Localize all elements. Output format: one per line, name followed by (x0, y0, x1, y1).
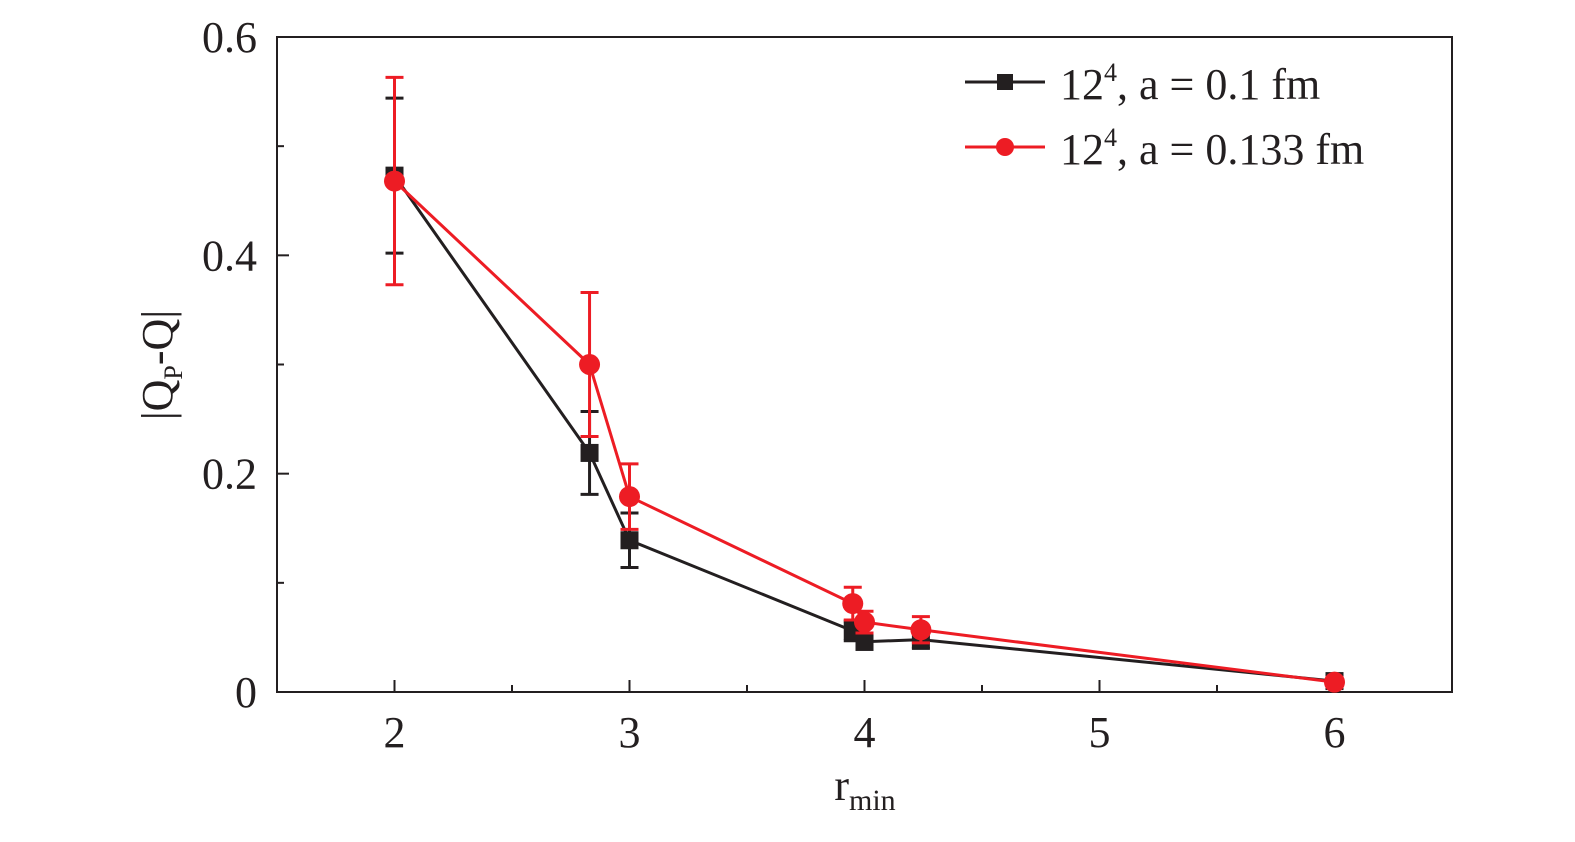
data-point (619, 486, 640, 508)
y-axis-label: |QP-Q| (133, 310, 188, 420)
legend-marker (996, 138, 1014, 156)
data-point (910, 619, 932, 641)
data-point (620, 531, 639, 550)
legend-label-sup: 4 (1104, 123, 1117, 152)
x-axis-label: rmin (834, 761, 895, 817)
legend-label-rest: , a = 0.1 fm (1117, 60, 1320, 109)
legend-label: 124, a = 0.1 fm (1060, 58, 1320, 109)
x-tick-label: 3 (619, 708, 641, 757)
data-point (1324, 671, 1345, 693)
series-layer (384, 75, 1345, 693)
legend-label-base: 12 (1060, 125, 1104, 174)
x-tick-label: 5 (1089, 708, 1111, 757)
legend-label: 124, a = 0.133 fm (1060, 123, 1364, 174)
legend-label-rest: , a = 0.133 fm (1117, 125, 1364, 174)
legend-label-base: 12 (1060, 60, 1104, 109)
series-2 (384, 75, 1345, 693)
data-point (842, 593, 864, 615)
axis-ticks: 2 3 4 5 6 0 0.2 0.4 0.6 (202, 13, 1453, 757)
data-point (579, 354, 601, 375)
data-point (580, 443, 599, 462)
x-tick-label: 4 (854, 708, 876, 757)
data-point (855, 632, 874, 651)
series-1 (385, 96, 1344, 691)
series-line (393, 174, 1335, 683)
data-point (384, 170, 405, 192)
x-tick-label: 6 (1324, 708, 1346, 757)
y-tick-label: 0.4 (202, 231, 257, 280)
x-tick-label: 2 (384, 708, 406, 757)
series-line (393, 180, 1335, 684)
legend-label-sup: 4 (1104, 58, 1117, 87)
y-tick-label: 0.2 (202, 450, 257, 499)
legend-marker (997, 74, 1013, 90)
y-tick-label: 0 (235, 668, 257, 717)
y-tick-label: 0.6 (202, 13, 257, 62)
data-point (854, 611, 875, 633)
